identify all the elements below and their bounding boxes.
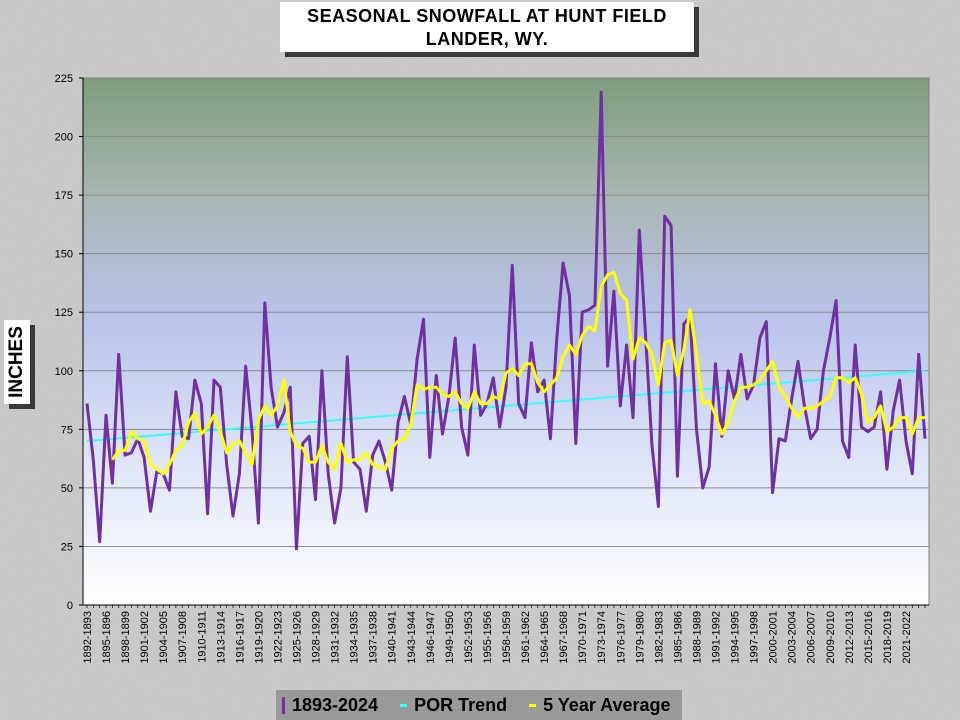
- x-tick-label: 1952-1953: [463, 611, 475, 664]
- five-year-average-line: [111, 270, 925, 476]
- x-tick-label: 1985-1986: [672, 611, 684, 664]
- y-tick-label: 75: [61, 424, 73, 436]
- x-tick-label: 2015-2016: [863, 611, 875, 664]
- x-tick-label: 1913-1914: [215, 611, 227, 664]
- x-tick-label: 1988-1989: [691, 611, 703, 664]
- y-tick-label: 150: [55, 249, 73, 261]
- x-tick-label: 1934-1935: [349, 611, 361, 664]
- trend-line: [86, 369, 926, 443]
- y-axis-label: INCHES: [6, 326, 27, 398]
- plot-area: [82, 77, 930, 606]
- legend-swatch-average: [529, 703, 537, 707]
- x-tick-label: 1943-1944: [406, 611, 418, 664]
- x-tick-label: 1964-1965: [539, 611, 551, 664]
- x-tick-label: 1919-1920: [253, 611, 265, 664]
- x-tick-label: 1907-1908: [177, 611, 189, 664]
- x-tick-label: 1904-1905: [158, 611, 170, 664]
- x-tick-label: 2000-2001: [768, 611, 780, 664]
- x-tick-label: 1922-1923: [272, 611, 284, 664]
- y-tick-label: 50: [61, 483, 73, 495]
- x-tick-label: 1940-1941: [387, 611, 399, 664]
- legend-item-average: 5 Year Average: [529, 694, 671, 716]
- x-tick-label: 1892-1893: [82, 611, 94, 664]
- chart-title-box: SEASONAL SNOWFALL AT HUNT FIELD LANDER, …: [280, 2, 694, 52]
- x-tick-label: 2003-2004: [787, 611, 799, 664]
- x-tick-label: 1994-1995: [730, 611, 742, 664]
- x-tick-label: 1997-1998: [749, 611, 761, 664]
- x-tick-label: 1976-1977: [615, 611, 627, 664]
- y-tick-label: 175: [55, 190, 73, 202]
- x-tick-label: 1916-1917: [234, 611, 246, 664]
- legend-label-average: 5 Year Average: [543, 694, 671, 715]
- x-tick-label: 1970-1971: [577, 611, 589, 664]
- legend-item-trend: POR Trend: [400, 695, 507, 716]
- x-tick-label: 2018-2019: [882, 611, 894, 664]
- legend-swatch-snowfall: [282, 696, 285, 714]
- y-tick-label: 225: [55, 73, 73, 85]
- x-tick-label: 1910-1911: [196, 611, 208, 663]
- x-tick-label: 1967-1968: [558, 611, 570, 664]
- x-tick-label: 1928-1929: [311, 611, 323, 664]
- x-tick-label: 1925-1926: [292, 611, 304, 664]
- x-tick-label: 1958-1959: [501, 611, 513, 664]
- x-tick-label: 1895-1896: [101, 611, 113, 664]
- x-tick-label: 1898-1899: [120, 611, 132, 664]
- chart-subtitle: LANDER, WY.: [425, 29, 549, 49]
- legend-label-trend: POR Trend: [414, 694, 508, 715]
- x-tick-label: 2009-2010: [825, 611, 837, 664]
- x-tick-label: 1979-1980: [634, 611, 646, 664]
- x-tick-label: 1946-1947: [425, 611, 437, 664]
- legend-swatch-trend: [400, 703, 408, 707]
- y-axis-label-box: INCHES: [4, 320, 30, 404]
- x-tick-label: 1955-1956: [482, 611, 494, 664]
- x-tick-label: 1991-1992: [711, 611, 723, 664]
- y-tick-label: 200: [55, 132, 73, 144]
- x-tick-label: 1901-1902: [139, 611, 151, 664]
- x-tick-label: 1937-1938: [368, 611, 380, 664]
- x-tick-label: 1982-1983: [653, 611, 665, 664]
- x-tick-label: 2006-2007: [806, 611, 818, 664]
- y-tick-label: 25: [61, 541, 73, 553]
- x-tick-label: 1961-1962: [520, 611, 532, 664]
- x-tick-label: 1949-1950: [444, 611, 456, 664]
- legend-item-snowfall: 1893-2024: [282, 695, 378, 716]
- y-tick-label: 0: [67, 600, 73, 612]
- x-tick-label: 2012-2013: [844, 611, 856, 664]
- snowfall-series-line: [85, 90, 927, 551]
- x-tick-label: 2021-2022: [901, 611, 913, 664]
- x-tick-label: 1973-1974: [596, 611, 608, 664]
- chart-title: SEASONAL SNOWFALL AT HUNT FIELD: [307, 6, 667, 26]
- y-tick-label: 100: [55, 366, 73, 378]
- legend-label-snowfall: 1893-2024: [292, 694, 379, 715]
- legend: 1893-2024 POR Trend 5 Year Average: [276, 690, 682, 720]
- y-tick-label: 125: [55, 307, 73, 319]
- x-tick-label: 1931-1932: [330, 611, 342, 664]
